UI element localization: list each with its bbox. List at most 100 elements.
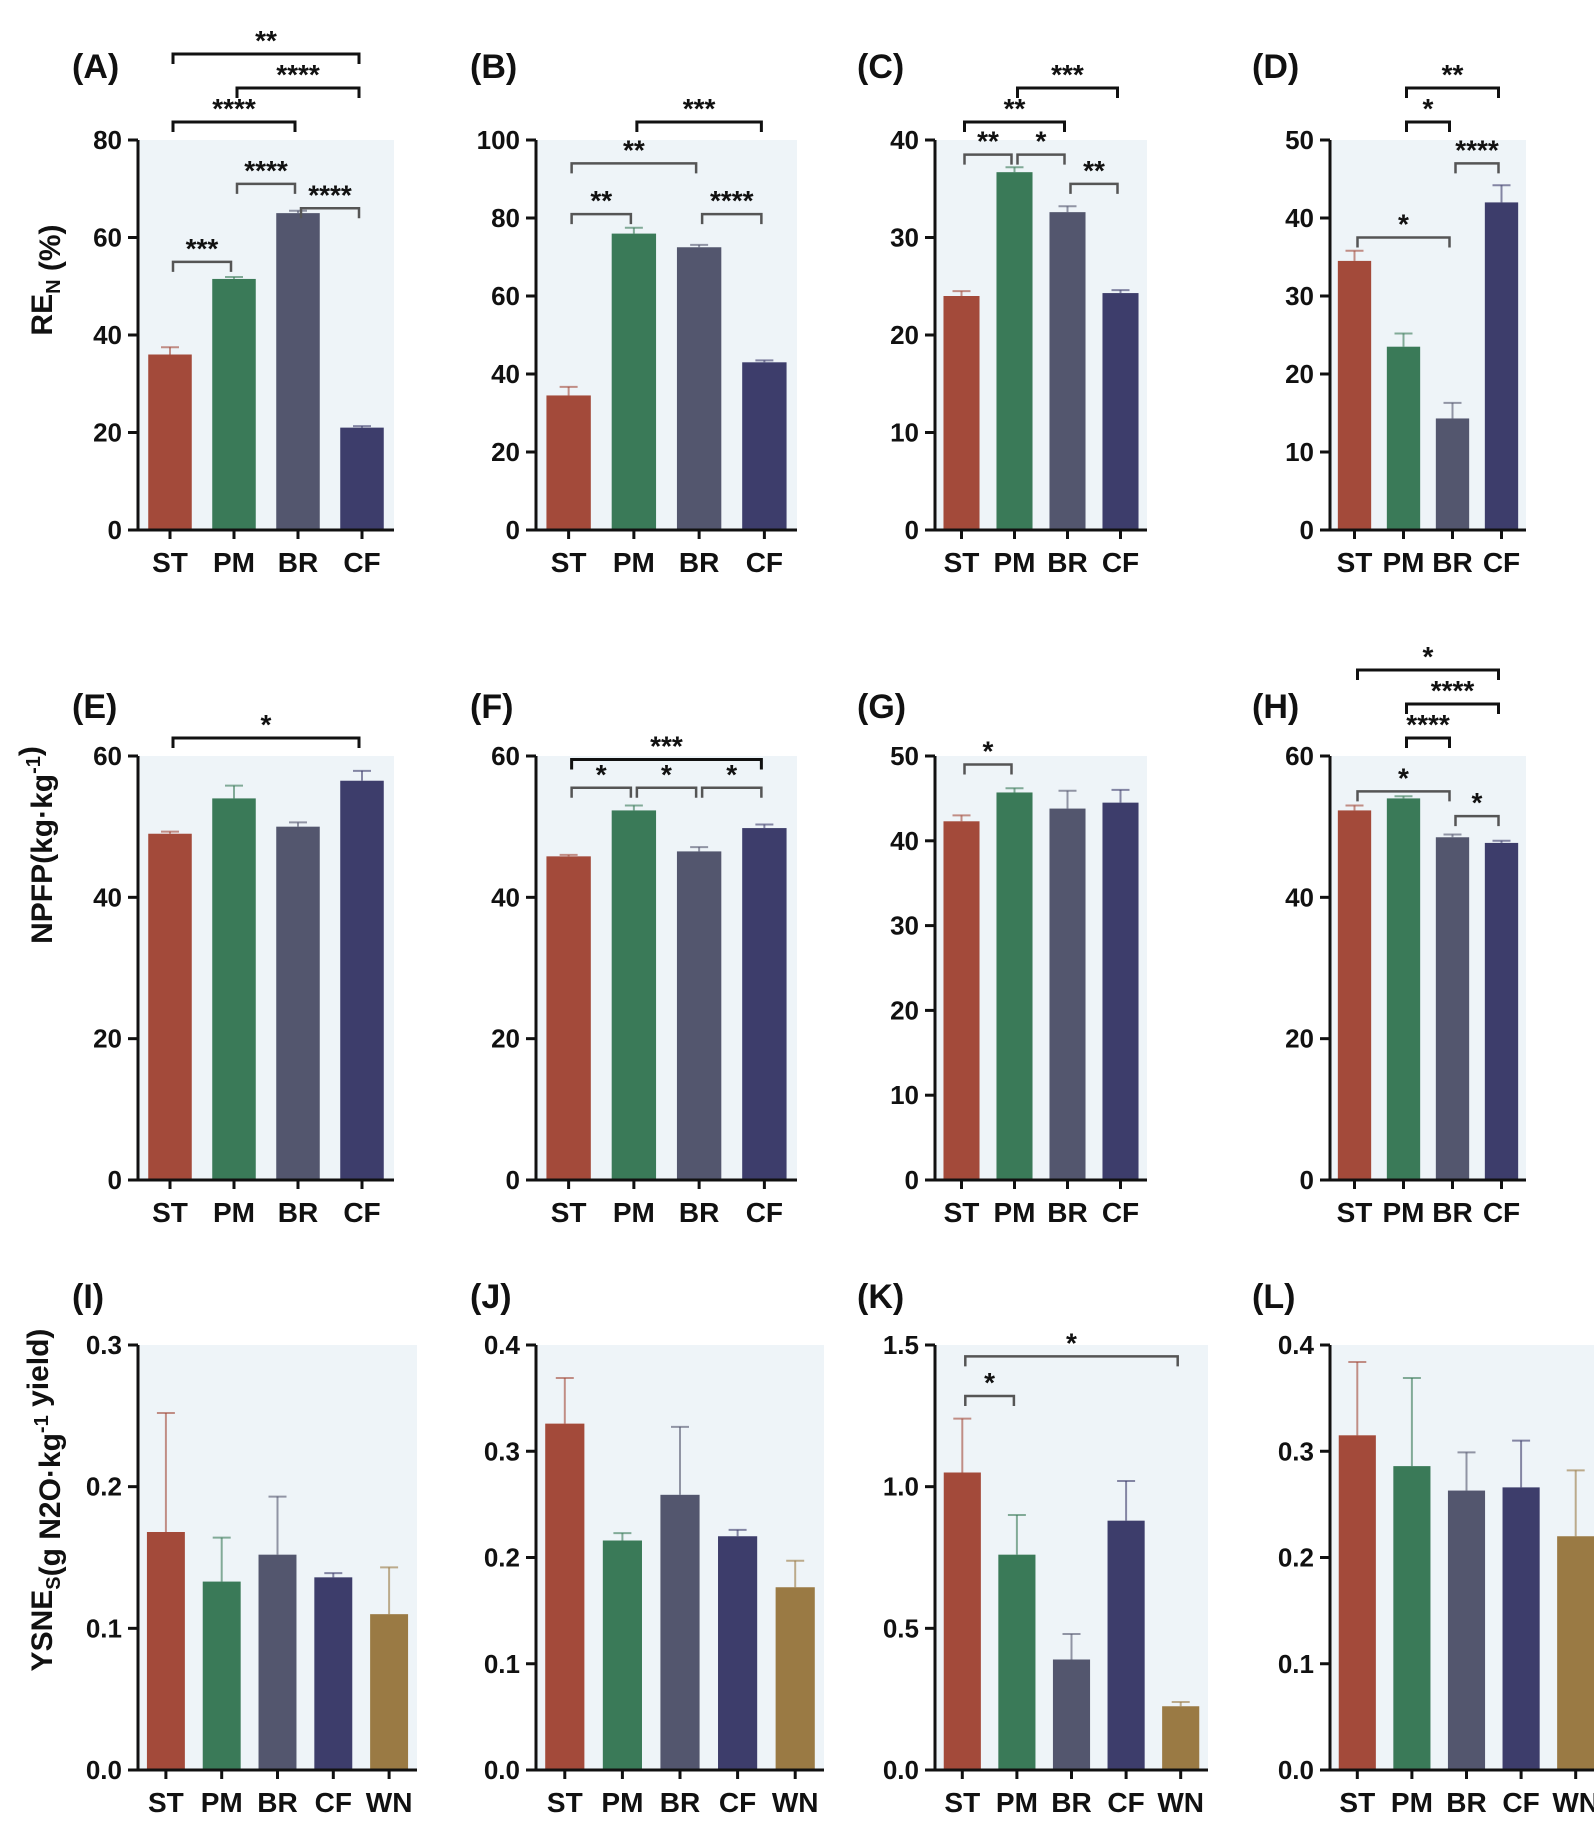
y-axis-title-part: -1: [23, 756, 45, 774]
significance-bracket: [570, 758, 763, 770]
y-tick-label: 0.5: [883, 1613, 919, 1643]
significance-bracket: [700, 786, 763, 798]
significance-bracket: [1405, 120, 1451, 132]
bar-pm: [1386, 798, 1421, 1180]
y-axis-title: REN (%): [26, 224, 67, 335]
panel-g: (G) ST PM BR CF 0 10 20 30 40 50 *: [857, 688, 1147, 1228]
significance-label: ***: [650, 731, 683, 762]
significance-bracket: [1405, 702, 1500, 714]
panel-letter: (A): [72, 48, 119, 86]
bar-br: [676, 851, 722, 1180]
significance-label: **: [1442, 59, 1464, 90]
bar-br: [258, 1554, 297, 1770]
x-tick-label: ST: [148, 1787, 184, 1818]
x-tick-label: CF: [1483, 1197, 1520, 1228]
x-tick-label: PM: [601, 1787, 643, 1818]
y-tick-label: 80: [491, 203, 520, 233]
panel-letter: (F): [470, 688, 513, 726]
significance-bracket: [1405, 86, 1500, 98]
bar-cf: [314, 1577, 353, 1770]
x-tick-label: BR: [278, 547, 318, 578]
significance-label: *: [983, 735, 994, 766]
y-tick-label: 0.1: [484, 1649, 520, 1679]
x-tick-label: PM: [1383, 547, 1425, 578]
significance-label: *: [596, 759, 607, 790]
significance-bracket: [1454, 162, 1500, 174]
y-tick-label: 60: [491, 281, 520, 311]
x-tick-label: ST: [1337, 1197, 1373, 1228]
panel-letter: (I): [72, 1278, 104, 1316]
bar-pm: [998, 1554, 1036, 1770]
y-tick-label: 0.3: [86, 1330, 122, 1360]
significance-bracket: [1356, 790, 1451, 802]
significance-label: ****: [244, 155, 288, 186]
panel-l: (L) ST PM BR CF WN 0.0 0.1 0.2 0.3 0.4: [1252, 1278, 1594, 1818]
y-tick-label: 30: [1285, 281, 1314, 311]
significance-bracket: [635, 120, 763, 132]
y-tick-label: 0: [905, 1165, 919, 1195]
x-tick-label: ST: [547, 1787, 583, 1818]
bar-pm: [611, 810, 657, 1180]
significance-bracket: [1405, 736, 1451, 748]
y-tick-label: 0.2: [86, 1472, 122, 1502]
y-axis-title-part: N: [43, 279, 65, 293]
y-tick-label: 40: [491, 882, 520, 912]
bar-br: [1052, 1659, 1091, 1770]
bar-cf: [742, 362, 787, 530]
y-axis-title-part: S: [43, 1576, 65, 1589]
y-tick-label: 60: [491, 741, 520, 771]
y-axis-title-part: (%): [34, 224, 67, 279]
bar-cf: [718, 1536, 758, 1770]
y-tick-label: 40: [890, 125, 919, 155]
y-tick-label: 20: [93, 418, 122, 448]
bar-pm: [602, 1540, 642, 1770]
y-tick-label: 0: [108, 515, 122, 545]
x-tick-label: PM: [994, 1197, 1036, 1228]
x-tick-label: ST: [152, 547, 188, 578]
x-tick-label: PM: [201, 1787, 243, 1818]
bar-pm: [996, 792, 1033, 1180]
significance-label: *: [984, 1367, 995, 1398]
x-tick-label: WN: [1157, 1787, 1204, 1818]
x-tick-label: ST: [944, 547, 980, 578]
significance-label: **: [977, 126, 999, 157]
bar-pm: [611, 233, 657, 530]
x-tick-label: BR: [679, 547, 719, 578]
x-tick-label: BR: [1051, 1787, 1091, 1818]
significance-bracket: [171, 736, 361, 748]
x-tick-label: ST: [152, 1197, 188, 1228]
significance-bracket: [635, 786, 698, 798]
significance-label: ****: [1406, 709, 1450, 740]
x-tick-label: CF: [746, 547, 783, 578]
bar-cf: [1502, 1487, 1540, 1770]
significance-bracket: [1454, 814, 1500, 827]
x-tick-label: WN: [772, 1787, 819, 1818]
x-tick-label: BR: [278, 1197, 318, 1228]
x-tick-label: CF: [1483, 547, 1520, 578]
bar-st: [943, 296, 980, 530]
x-tick-label: WN: [1552, 1787, 1594, 1818]
bar-pm: [1386, 346, 1421, 530]
significance-label: ***: [683, 93, 716, 124]
significance-bracket: [700, 212, 763, 225]
significance-bracket: [963, 763, 1013, 775]
significance-bracket: [964, 1355, 1179, 1367]
significance-label: ***: [1051, 59, 1084, 90]
x-tick-label: ST: [944, 1787, 980, 1818]
x-tick-label: PM: [213, 547, 255, 578]
x-tick-label: PM: [994, 547, 1036, 578]
significance-label: *: [1423, 93, 1434, 124]
significance-bracket: [570, 162, 698, 174]
bar-st: [1338, 1435, 1376, 1770]
significance-bracket: [964, 1394, 1016, 1406]
bar-wn: [1557, 1536, 1594, 1770]
bar-st: [148, 833, 192, 1180]
panel-letter: (D): [1252, 48, 1299, 86]
x-tick-label: BR: [679, 1197, 719, 1228]
y-tick-label: 0: [506, 1165, 520, 1195]
significance-bracket: [171, 120, 297, 132]
y-tick-label: 1.0: [883, 1472, 919, 1502]
significance-label: *: [1066, 1327, 1077, 1358]
bar-st: [943, 1472, 981, 1770]
